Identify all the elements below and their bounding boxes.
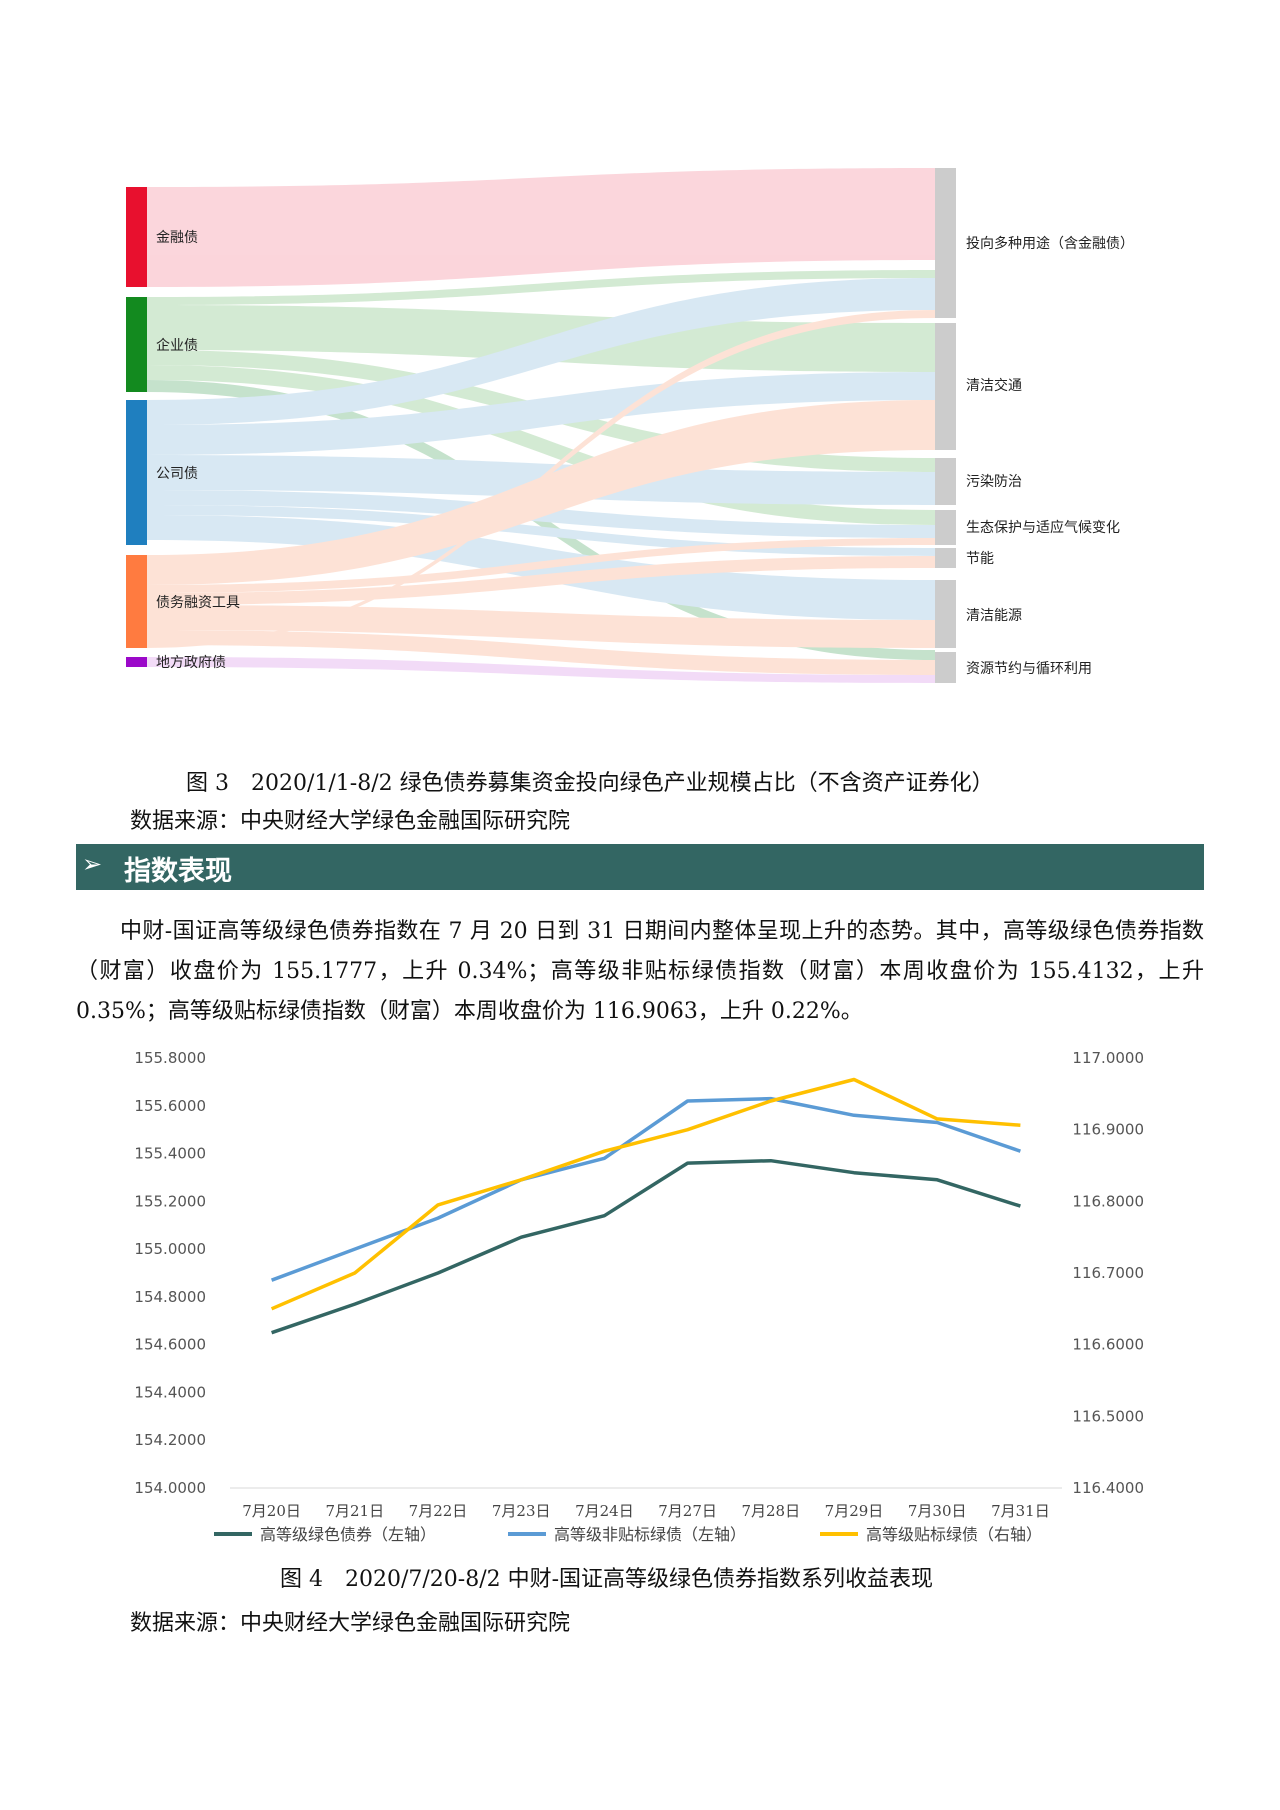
body-paragraph: 中财-国证高等级绿色债券指数在 7 月 20 日到 31 日期间内整体呈现上升的…	[76, 919, 1204, 1024]
flow-jrz-dyt	[147, 168, 935, 287]
label-stbh: 生态保护与适应气候变化	[966, 519, 1120, 536]
x-tick-label: 7月31日	[991, 1502, 1050, 1520]
node-jrz	[126, 187, 147, 287]
legend-label-series-0: 高等级绿色债券（左轴）	[260, 1525, 436, 1544]
label-qyz: 企业债	[156, 337, 198, 354]
flow-gsz-stbh	[147, 490, 935, 538]
legend-label-series-1: 高等级非贴标绿债（左轴）	[554, 1525, 746, 1544]
figure-4-caption: 图 4 2020/7/20-8/2 中财-国证高等级绿色债券指数系列收益表现	[280, 1567, 934, 1592]
right-tick-label: 116.7000	[1072, 1264, 1144, 1282]
x-axis-ticks: 7月20日 7月21日 7月22日 7月23日 7月24日 7月27日 7月28日 7月29日…	[242, 1502, 1049, 1520]
node-zyjy	[935, 652, 956, 683]
left-tick-label: 154.4000	[134, 1383, 206, 1401]
arrow-bullet-icon: ➢	[82, 850, 103, 878]
right-tick-label: 116.9000	[1072, 1121, 1144, 1139]
sankey-target-nodes	[935, 168, 956, 683]
flow-gsz-jn	[147, 505, 935, 556]
left-tick-label: 155.8000	[134, 1049, 206, 1067]
node-zwrz	[126, 555, 147, 648]
index-line-chart: 154.0000 154.2000 154.4000 154.6000 154.8000…	[134, 1049, 1144, 1544]
label-dyt: 投向多种用途（含金融债）	[966, 235, 1134, 252]
node-qjjt	[935, 323, 956, 450]
x-tick-label: 7月30日	[908, 1502, 967, 1520]
node-dfzf	[126, 657, 147, 667]
x-tick-label: 7月27日	[658, 1502, 717, 1520]
left-tick-label: 154.0000	[134, 1479, 206, 1497]
left-axis-ticks: 154.0000 154.2000 154.4000 154.6000 154.8000…	[134, 1049, 206, 1497]
node-jn	[935, 548, 956, 568]
node-gsz	[126, 400, 147, 545]
figure-3-caption: 图 3 2020/1/1-8/2 绿色债券募集资金投向绿色产业规模占比（不含资产…	[186, 771, 994, 796]
label-dfzf: 地方政府债	[156, 655, 226, 671]
sankey-flows	[147, 168, 935, 683]
x-tick-label: 7月21日	[325, 1502, 384, 1520]
left-tick-label: 154.8000	[134, 1288, 206, 1306]
figure-4-source: 数据来源：中央财经大学绿色金融国际研究院	[130, 1611, 571, 1636]
legend-label-series-2: 高等级贴标绿债（右轴）	[866, 1525, 1042, 1544]
sankey-target-labels: 投向多种用途（含金融债） 清洁交通 污染防治 生态保护与适应气候变化 节能 清洁…	[966, 235, 1134, 677]
label-zyjy: 资源节约与循环利用	[966, 661, 1092, 677]
right-tick-label: 116.5000	[1072, 1407, 1144, 1425]
sankey-source-labels: 金融债 企业债 公司债 债务融资工具 地方政府债	[156, 230, 240, 671]
right-tick-label: 116.6000	[1072, 1336, 1144, 1354]
right-tick-label: 116.8000	[1072, 1192, 1144, 1210]
left-tick-label: 155.6000	[134, 1097, 206, 1115]
flow-gsz-dyt	[147, 278, 935, 425]
flow-gsz-qjjt	[147, 372, 935, 455]
left-tick-label: 155.4000	[134, 1145, 206, 1163]
label-gsz: 公司债	[156, 466, 198, 482]
flow-dfzf-zyjy	[147, 657, 935, 683]
node-qyz	[126, 297, 147, 392]
flow-gsz-qjny	[147, 515, 935, 620]
flow-qyz-dyt	[147, 270, 935, 305]
flow-zwrz-qjny	[147, 605, 935, 648]
node-stbh	[935, 510, 956, 545]
label-jrz: 金融债	[156, 230, 198, 246]
flow-qyz-stbh	[147, 365, 935, 525]
node-qjny	[935, 580, 956, 648]
left-tick-label: 155.2000	[134, 1192, 206, 1210]
right-tick-label: 116.4000	[1072, 1479, 1144, 1497]
flow-zwrz-zyjy	[147, 630, 935, 675]
flow-zwrz-qjjt	[147, 400, 935, 585]
label-qjjt: 清洁交通	[966, 377, 1022, 394]
flow-qyz-zyjy	[147, 380, 935, 660]
x-tick-label: 7月23日	[492, 1502, 551, 1520]
series-line-2	[270, 1077, 1021, 1311]
flow-qyz-wrfz	[147, 350, 935, 472]
left-tick-label: 154.2000	[134, 1431, 206, 1449]
x-tick-label: 7月20日	[242, 1502, 301, 1520]
right-axis-ticks: 116.4000 116.5000 116.6000 116.7000 116.8000…	[1072, 1049, 1144, 1497]
node-wrfz	[935, 458, 956, 505]
x-tick-label: 7月22日	[409, 1502, 468, 1520]
sankey-source-nodes	[126, 187, 147, 667]
flow-qyz-qjjt	[147, 305, 935, 372]
x-tick-label: 7月24日	[575, 1502, 634, 1520]
label-jn: 节能	[966, 551, 994, 567]
section-title: 指数表现	[124, 856, 232, 887]
series-lines	[270, 1077, 1021, 1335]
x-tick-label: 7月28日	[741, 1502, 800, 1520]
sankey-chart: 金融债 企业债 公司债 债务融资工具 地方政府债 投向多种用途（含金融债） 清洁…	[126, 168, 1134, 683]
section-header: ➢ 指数表现	[76, 844, 1204, 890]
series-line-1	[270, 1096, 1021, 1282]
x-tick-label: 7月29日	[825, 1502, 884, 1520]
flow-zwrz-stbh	[147, 538, 935, 593]
figure-3-source: 数据来源：中央财经大学绿色金融国际研究院	[130, 809, 571, 834]
legend: 高等级绿色债券（左轴） 高等级非贴标绿债（左轴） 高等级贴标绿债（右轴）	[214, 1525, 1042, 1544]
flow-zwrz-jn	[147, 556, 935, 605]
label-qjny: 清洁能源	[966, 608, 1022, 624]
flow-zwrz-dyt	[147, 310, 935, 648]
left-tick-label: 155.0000	[134, 1240, 206, 1258]
flow-gsz-wrfz	[147, 455, 935, 505]
label-zwrz: 债务融资工具	[156, 595, 240, 611]
left-tick-label: 154.6000	[134, 1336, 206, 1354]
series-line-0	[271, 1158, 1021, 1335]
right-tick-label: 117.0000	[1072, 1049, 1144, 1067]
label-wrfz: 污染防治	[966, 474, 1022, 490]
node-dyt	[935, 168, 956, 318]
